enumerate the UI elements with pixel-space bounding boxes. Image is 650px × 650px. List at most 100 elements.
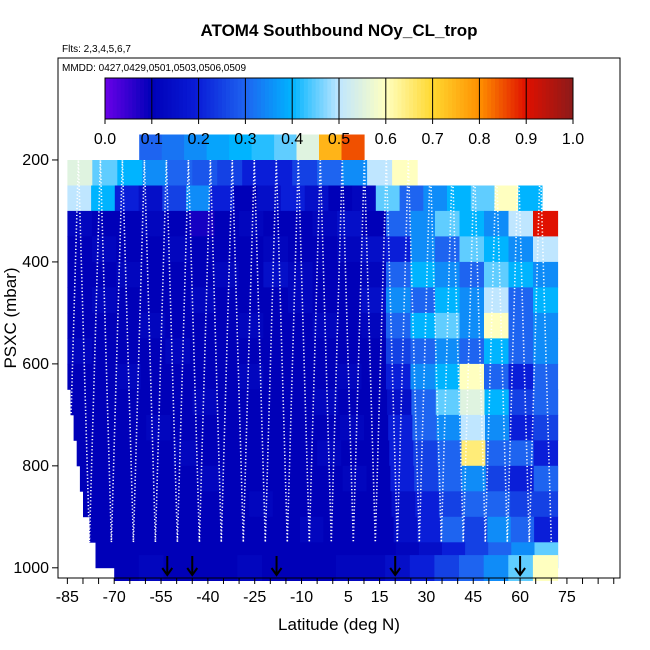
colorbar-tick-label: 0.2 <box>187 131 209 148</box>
colorbar-segment <box>132 78 137 119</box>
heatmap-cell <box>386 363 412 390</box>
heatmap-cell <box>140 261 166 288</box>
heatmap-cell <box>486 491 511 518</box>
heatmap-cell <box>245 440 270 467</box>
heatmap-cell <box>209 185 234 212</box>
heatmap-cell <box>462 465 487 492</box>
heatmap-cell <box>533 465 559 492</box>
heatmap-cell <box>184 134 208 161</box>
colorbar-segment <box>288 78 293 119</box>
heatmap-cell <box>272 491 298 518</box>
heatmap-cell <box>189 363 215 390</box>
colorbar-segment <box>261 78 266 119</box>
colorbar-segment <box>530 78 535 119</box>
y-axis: 200 400 600 800 1000 <box>13 152 58 577</box>
colorbar-segment <box>495 78 500 119</box>
colorbar-tick-label: 0.5 <box>328 131 350 148</box>
heatmap-cell <box>410 363 436 390</box>
heatmap-cell <box>337 236 363 263</box>
heatmap-cell <box>189 287 215 314</box>
heatmap-cell <box>435 363 461 390</box>
heatmap-cell <box>262 555 288 581</box>
heatmap-cell <box>533 440 559 467</box>
heatmap-cell <box>91 338 117 365</box>
heatmap-cell <box>361 210 387 237</box>
heatmap-cell <box>124 440 150 467</box>
colorbar-segment <box>417 78 422 119</box>
heatmap-cell <box>288 363 314 390</box>
colorbar-segment <box>358 78 363 119</box>
colorbar-segment <box>350 78 355 119</box>
colorbar-segment <box>257 78 262 119</box>
heatmap-cell <box>360 555 386 581</box>
heatmap-cell <box>263 287 289 314</box>
colorbar-segment <box>413 78 418 119</box>
heatmap-cell <box>229 516 254 543</box>
colorbar-segment <box>436 78 441 119</box>
heatmap-cell <box>103 465 129 492</box>
colorbar-segment <box>397 78 402 119</box>
heatmap-cell <box>280 185 306 212</box>
colorbar-segment <box>233 78 238 119</box>
heatmap-cell <box>510 516 535 543</box>
heatmap-cell <box>312 210 338 237</box>
heatmap-cell <box>95 542 120 569</box>
heatmap-cell <box>192 389 218 416</box>
colorbar-segment <box>120 78 125 119</box>
heatmap-cell <box>154 491 179 518</box>
heatmap-cell <box>494 185 519 212</box>
heatmap-cell <box>341 440 366 467</box>
heatmap-cell <box>533 389 559 416</box>
heatmap-cell <box>249 491 274 518</box>
heatmap-cell <box>304 185 329 212</box>
heatmap-cell <box>435 210 461 237</box>
heatmap-cell <box>483 555 509 581</box>
colorbar-segment <box>249 78 254 119</box>
heatmap-cell <box>346 516 371 543</box>
heatmap-cell <box>67 312 93 339</box>
colorbar-segment <box>116 78 121 119</box>
colorbar-segment <box>186 78 192 119</box>
heatmap-cell <box>237 555 263 581</box>
arrow-head <box>270 567 283 577</box>
heatmap-cell <box>385 555 411 581</box>
colorbar-segment <box>315 78 320 119</box>
colorbar-segment <box>510 78 515 119</box>
heatmap-cell <box>139 134 163 161</box>
heatmap-cell <box>189 236 215 263</box>
heatmap-cell <box>335 555 362 581</box>
heatmap-cell <box>533 414 559 441</box>
colorbar-segment <box>342 78 348 119</box>
heatmap-cell <box>459 555 485 581</box>
colorbar-tick-label: 0.3 <box>234 131 256 148</box>
colorbar-segment <box>405 78 410 119</box>
heatmap-cell <box>312 363 338 390</box>
heatmap-cell <box>194 414 220 441</box>
colorbar-segment <box>264 78 270 119</box>
heatmap-cell <box>434 555 460 581</box>
colorbar-segment <box>389 78 394 119</box>
colorbar-segment <box>506 78 511 119</box>
colorbar-segment <box>179 78 184 119</box>
heatmap-cell <box>409 555 435 581</box>
colorbar-segment <box>440 78 445 119</box>
heatmap-cell <box>344 491 369 518</box>
colorbar-segment <box>370 78 375 119</box>
heatmap-cell <box>440 516 465 543</box>
heatmap-cell <box>296 134 320 161</box>
heatmap-cell <box>312 338 338 365</box>
heatmap-cell <box>337 210 363 237</box>
heatmap-cell <box>223 465 248 492</box>
x-tick-label: -10 <box>290 589 313 606</box>
heatmap-cell <box>484 338 510 365</box>
heatmap-cell <box>217 160 243 186</box>
colorbar-segment <box>526 78 531 119</box>
colorbar-segment <box>545 78 550 119</box>
heatmap-cell <box>238 210 264 237</box>
heatmap-cell <box>76 440 102 467</box>
heatmap-cell <box>116 261 142 288</box>
colorbar-segment <box>206 78 211 119</box>
heatmap-cell <box>410 287 436 314</box>
heatmap-cell <box>293 440 318 467</box>
heatmap-cell <box>367 491 392 518</box>
